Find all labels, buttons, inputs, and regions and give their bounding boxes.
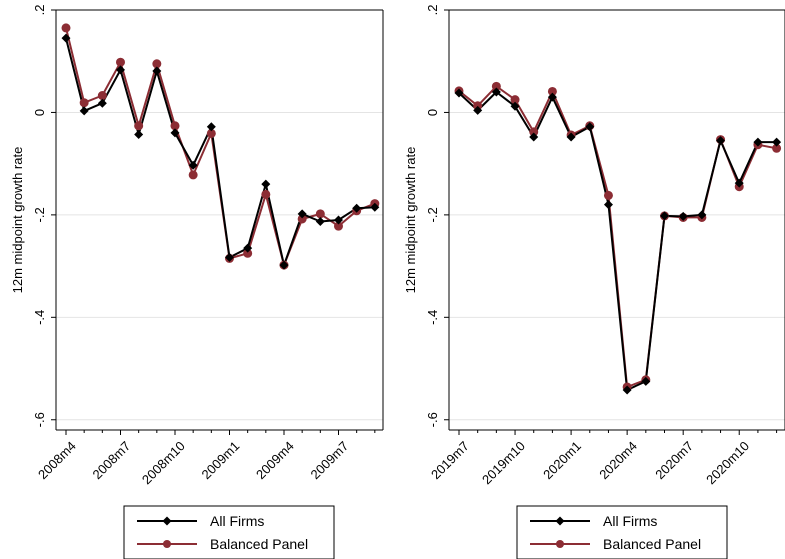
- data-point-balanced-panel: [97, 91, 107, 101]
- legend-marker-diamond: [555, 516, 565, 526]
- x-tick-label: 2020m10: [703, 438, 752, 487]
- x-tick-label: 2008m4: [35, 438, 79, 482]
- data-point-all-firms: [152, 66, 162, 76]
- data-point-all-firms: [206, 122, 216, 132]
- data-point-balanced-panel: [315, 209, 325, 219]
- legend-label: Balanced Panel: [603, 536, 701, 552]
- y-tick-label: -.2: [425, 207, 440, 222]
- data-point-balanced-panel: [603, 190, 613, 200]
- data-point-all-firms: [297, 209, 307, 219]
- data-point-all-firms: [678, 211, 688, 221]
- y-tick-label: 0: [425, 109, 440, 116]
- data-point-all-firms: [315, 217, 325, 227]
- y-tick-label: -.4: [32, 310, 47, 325]
- data-point-all-firms: [697, 210, 707, 220]
- x-tick-label: 2008m7: [90, 438, 134, 482]
- data-point-all-firms: [734, 178, 744, 188]
- data-point-all-firms: [370, 202, 380, 212]
- legend-box: [516, 505, 728, 559]
- y-tick-label: 0: [32, 109, 47, 116]
- y-tick-label: -.2: [32, 207, 47, 222]
- data-point-balanced-panel: [79, 98, 89, 108]
- data-point-all-firms: [333, 215, 343, 225]
- y-tick-label: .2: [425, 5, 440, 16]
- data-point-balanced-panel: [61, 23, 71, 33]
- y-tick-label: -.6: [32, 412, 47, 427]
- data-point-all-firms: [454, 88, 464, 98]
- data-point-all-firms: [603, 200, 613, 210]
- legend-marker-circle: [556, 540, 564, 548]
- data-point-balanced-panel: [188, 170, 198, 180]
- data-point-all-firms: [261, 179, 271, 189]
- x-tick-label: 2020m4: [596, 438, 640, 482]
- data-point-all-firms: [61, 33, 71, 43]
- data-point-all-firms: [279, 260, 289, 270]
- y-axis-label: 12m midpoint growth rate: [403, 147, 418, 294]
- x-tick-label: 2009m4: [253, 438, 297, 482]
- data-point-all-firms: [547, 92, 557, 102]
- data-point-all-firms: [566, 132, 576, 142]
- series-group: [454, 81, 782, 395]
- data-point-all-firms: [134, 129, 144, 139]
- data-point-all-firms: [716, 136, 726, 146]
- data-point-all-firms: [641, 376, 651, 386]
- data-point-balanced-panel: [115, 57, 125, 67]
- plot-area: [449, 10, 785, 430]
- data-point-all-firms: [79, 106, 89, 116]
- legend-box: [123, 505, 335, 559]
- series-group: [61, 23, 380, 270]
- x-tick-label: 2020m7: [652, 438, 696, 482]
- data-point-all-firms: [622, 385, 632, 395]
- data-point-all-firms: [97, 98, 107, 108]
- x-tick-label: 2019m7: [428, 438, 472, 482]
- legend-marker-diamond: [162, 516, 172, 526]
- data-point-all-firms: [170, 128, 180, 138]
- data-point-all-firms: [585, 122, 595, 132]
- y-tick-label: .2: [32, 5, 47, 16]
- data-point-all-firms: [352, 203, 362, 213]
- legend-label: All Firms: [603, 513, 657, 529]
- panel-1: .2 0 -.2 -.4 -.6 12m midpoint growth rate 2008…: [10, 5, 384, 559]
- y-axis-label: 12m midpoint growth rate: [10, 147, 25, 294]
- x-tick-label: 2009m1: [199, 438, 243, 482]
- data-point-all-firms: [115, 65, 125, 75]
- legend-label: All Firms: [210, 513, 264, 529]
- legend-label: Balanced Panel: [210, 536, 308, 552]
- panel-2: .2 0 -.2 -.4 -.6 12m midpoint growth rate 2019…: [403, 5, 785, 559]
- data-point-all-firms: [224, 252, 234, 262]
- x-tick-label: 2009m7: [308, 438, 352, 482]
- y-tick-label: -.4: [425, 310, 440, 325]
- data-point-all-firms: [491, 87, 501, 97]
- x-tick-label: 2020m1: [540, 438, 584, 482]
- x-tick-label: 2019m10: [479, 438, 528, 487]
- data-point-all-firms: [660, 211, 670, 221]
- x-tick-label: 2008m10: [139, 438, 188, 487]
- legend: All Firms Balanced Panel: [516, 505, 728, 559]
- data-point-all-firms: [529, 132, 539, 142]
- data-point-all-firms: [188, 160, 198, 170]
- series-line-all-firms: [458, 91, 777, 391]
- legend: All Firms Balanced Panel: [123, 505, 335, 559]
- data-point-all-firms: [772, 137, 782, 147]
- data-point-all-firms: [243, 243, 253, 253]
- data-point-all-firms: [473, 105, 483, 115]
- legend-marker-circle: [163, 540, 171, 548]
- data-point-all-firms: [753, 137, 763, 147]
- data-point-all-firms: [510, 101, 520, 111]
- y-tick-label: -.6: [425, 412, 440, 427]
- data-point-balanced-panel: [134, 121, 144, 131]
- data-point-balanced-panel: [261, 189, 271, 199]
